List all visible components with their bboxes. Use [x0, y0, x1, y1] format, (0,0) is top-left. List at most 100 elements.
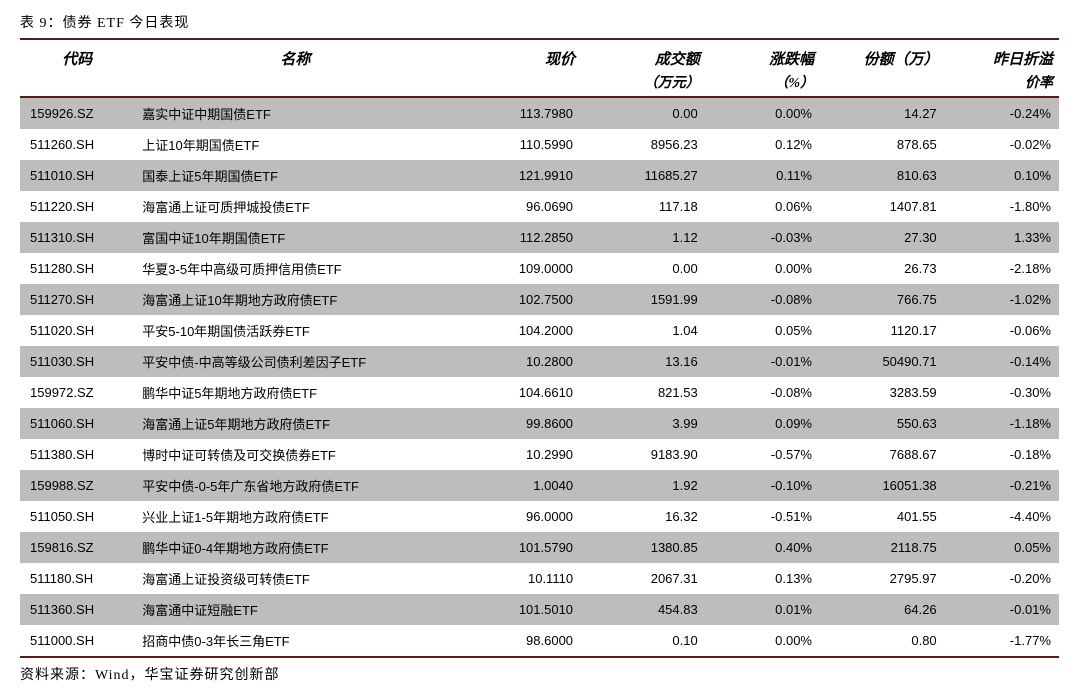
- table-row: 511360.SH海富通中证短融ETF101.5010454.830.01%64…: [20, 594, 1059, 625]
- cell-price: 10.2800: [456, 346, 581, 377]
- header-volume: 成交额（万元）: [581, 39, 706, 97]
- cell-change: 0.11%: [706, 160, 820, 191]
- table-row: 511060.SH海富通上证5年期地方政府债ETF99.86003.990.09…: [20, 408, 1059, 439]
- cell-price: 96.0000: [456, 501, 581, 532]
- cell-share: 2118.75: [820, 532, 945, 563]
- cell-volume: 1380.85: [581, 532, 706, 563]
- cell-name: 富国中证10年期国债ETF: [134, 222, 456, 253]
- cell-premium: -0.18%: [945, 439, 1059, 470]
- cell-name: 国泰上证5年期国债ETF: [134, 160, 456, 191]
- cell-code: 511280.SH: [20, 253, 134, 284]
- cell-code: 511220.SH: [20, 191, 134, 222]
- cell-code: 511010.SH: [20, 160, 134, 191]
- cell-share: 0.80: [820, 625, 945, 657]
- cell-name: 鹏华中证5年期地方政府债ETF: [134, 377, 456, 408]
- cell-volume: 9183.90: [581, 439, 706, 470]
- cell-price: 102.7500: [456, 284, 581, 315]
- cell-premium: -2.18%: [945, 253, 1059, 284]
- header-code: 代码: [20, 39, 134, 97]
- cell-price: 110.5990: [456, 129, 581, 160]
- cell-volume: 0.00: [581, 253, 706, 284]
- table-row: 511020.SH平安5-10年期国债活跃券ETF104.20001.040.0…: [20, 315, 1059, 346]
- cell-price: 10.2990: [456, 439, 581, 470]
- cell-code: 511380.SH: [20, 439, 134, 470]
- header-premium: 昨日折溢价率: [945, 39, 1059, 97]
- header-price: 现价: [456, 39, 581, 97]
- cell-name: 招商中债0-3年长三角ETF: [134, 625, 456, 657]
- cell-code: 159816.SZ: [20, 532, 134, 563]
- cell-change: -0.03%: [706, 222, 820, 253]
- cell-premium: -0.30%: [945, 377, 1059, 408]
- cell-premium: -0.14%: [945, 346, 1059, 377]
- cell-code: 511310.SH: [20, 222, 134, 253]
- cell-share: 64.26: [820, 594, 945, 625]
- cell-share: 26.73: [820, 253, 945, 284]
- table-row: 511050.SH兴业上证1-5年期地方政府债ETF96.000016.32-0…: [20, 501, 1059, 532]
- table-row: 511000.SH招商中债0-3年长三角ETF98.60000.100.00%0…: [20, 625, 1059, 657]
- cell-volume: 1.92: [581, 470, 706, 501]
- cell-price: 98.6000: [456, 625, 581, 657]
- cell-price: 1.0040: [456, 470, 581, 501]
- cell-volume: 454.83: [581, 594, 706, 625]
- cell-name: 海富通上证投资级可转债ETF: [134, 563, 456, 594]
- cell-share: 14.27: [820, 97, 945, 129]
- cell-volume: 2067.31: [581, 563, 706, 594]
- bond-etf-table: 代码 名称 现价 成交额（万元） 涨跌幅（%） 份额（万） 昨日折溢价率 159…: [20, 38, 1059, 658]
- cell-volume: 1591.99: [581, 284, 706, 315]
- cell-premium: 1.33%: [945, 222, 1059, 253]
- cell-premium: -0.20%: [945, 563, 1059, 594]
- cell-price: 101.5010: [456, 594, 581, 625]
- cell-price: 101.5790: [456, 532, 581, 563]
- cell-code: 511000.SH: [20, 625, 134, 657]
- cell-share: 550.63: [820, 408, 945, 439]
- table-row: 511220.SH海富通上证可质押城投债ETF96.0690117.180.06…: [20, 191, 1059, 222]
- cell-code: 511180.SH: [20, 563, 134, 594]
- cell-name: 海富通上证5年期地方政府债ETF: [134, 408, 456, 439]
- cell-price: 99.8600: [456, 408, 581, 439]
- cell-premium: 0.10%: [945, 160, 1059, 191]
- header-row: 代码 名称 现价 成交额（万元） 涨跌幅（%） 份额（万） 昨日折溢价率: [20, 39, 1059, 97]
- cell-share: 1407.81: [820, 191, 945, 222]
- cell-share: 1120.17: [820, 315, 945, 346]
- table-row: 511010.SH国泰上证5年期国债ETF121.991011685.270.1…: [20, 160, 1059, 191]
- cell-premium: 0.05%: [945, 532, 1059, 563]
- cell-change: 0.09%: [706, 408, 820, 439]
- cell-price: 112.2850: [456, 222, 581, 253]
- cell-change: -0.51%: [706, 501, 820, 532]
- cell-price: 104.6610: [456, 377, 581, 408]
- cell-share: 27.30: [820, 222, 945, 253]
- cell-name: 海富通上证10年期地方政府债ETF: [134, 284, 456, 315]
- cell-name: 华夏3-5年中高级可质押信用债ETF: [134, 253, 456, 284]
- cell-premium: -0.02%: [945, 129, 1059, 160]
- cell-code: 511260.SH: [20, 129, 134, 160]
- cell-volume: 0.00: [581, 97, 706, 129]
- cell-share: 16051.38: [820, 470, 945, 501]
- cell-change: 0.06%: [706, 191, 820, 222]
- table-row: 511310.SH富国中证10年期国债ETF112.28501.12-0.03%…: [20, 222, 1059, 253]
- cell-share: 810.63: [820, 160, 945, 191]
- cell-change: -0.01%: [706, 346, 820, 377]
- cell-premium: -0.21%: [945, 470, 1059, 501]
- cell-volume: 3.99: [581, 408, 706, 439]
- cell-name: 平安中债-0-5年广东省地方政府债ETF: [134, 470, 456, 501]
- cell-volume: 11685.27: [581, 160, 706, 191]
- table-row: 511260.SH上证10年期国债ETF110.59908956.230.12%…: [20, 129, 1059, 160]
- cell-name: 鹏华中证0-4年期地方政府债ETF: [134, 532, 456, 563]
- cell-name: 海富通上证可质押城投债ETF: [134, 191, 456, 222]
- cell-share: 7688.67: [820, 439, 945, 470]
- cell-premium: -0.24%: [945, 97, 1059, 129]
- table-row: 511180.SH海富通上证投资级可转债ETF10.11102067.310.1…: [20, 563, 1059, 594]
- table-row: 511280.SH华夏3-5年中高级可质押信用债ETF109.00000.000…: [20, 253, 1059, 284]
- table-row: 159816.SZ鹏华中证0-4年期地方政府债ETF101.57901380.8…: [20, 532, 1059, 563]
- cell-premium: -1.02%: [945, 284, 1059, 315]
- cell-price: 10.1110: [456, 563, 581, 594]
- cell-change: -0.08%: [706, 284, 820, 315]
- cell-price: 104.2000: [456, 315, 581, 346]
- cell-premium: -4.40%: [945, 501, 1059, 532]
- cell-code: 159988.SZ: [20, 470, 134, 501]
- cell-change: 0.01%: [706, 594, 820, 625]
- cell-price: 121.9910: [456, 160, 581, 191]
- table-row: 159988.SZ平安中债-0-5年广东省地方政府债ETF1.00401.92 -…: [20, 470, 1059, 501]
- cell-name: 上证10年期国债ETF: [134, 129, 456, 160]
- cell-change: -0.57%: [706, 439, 820, 470]
